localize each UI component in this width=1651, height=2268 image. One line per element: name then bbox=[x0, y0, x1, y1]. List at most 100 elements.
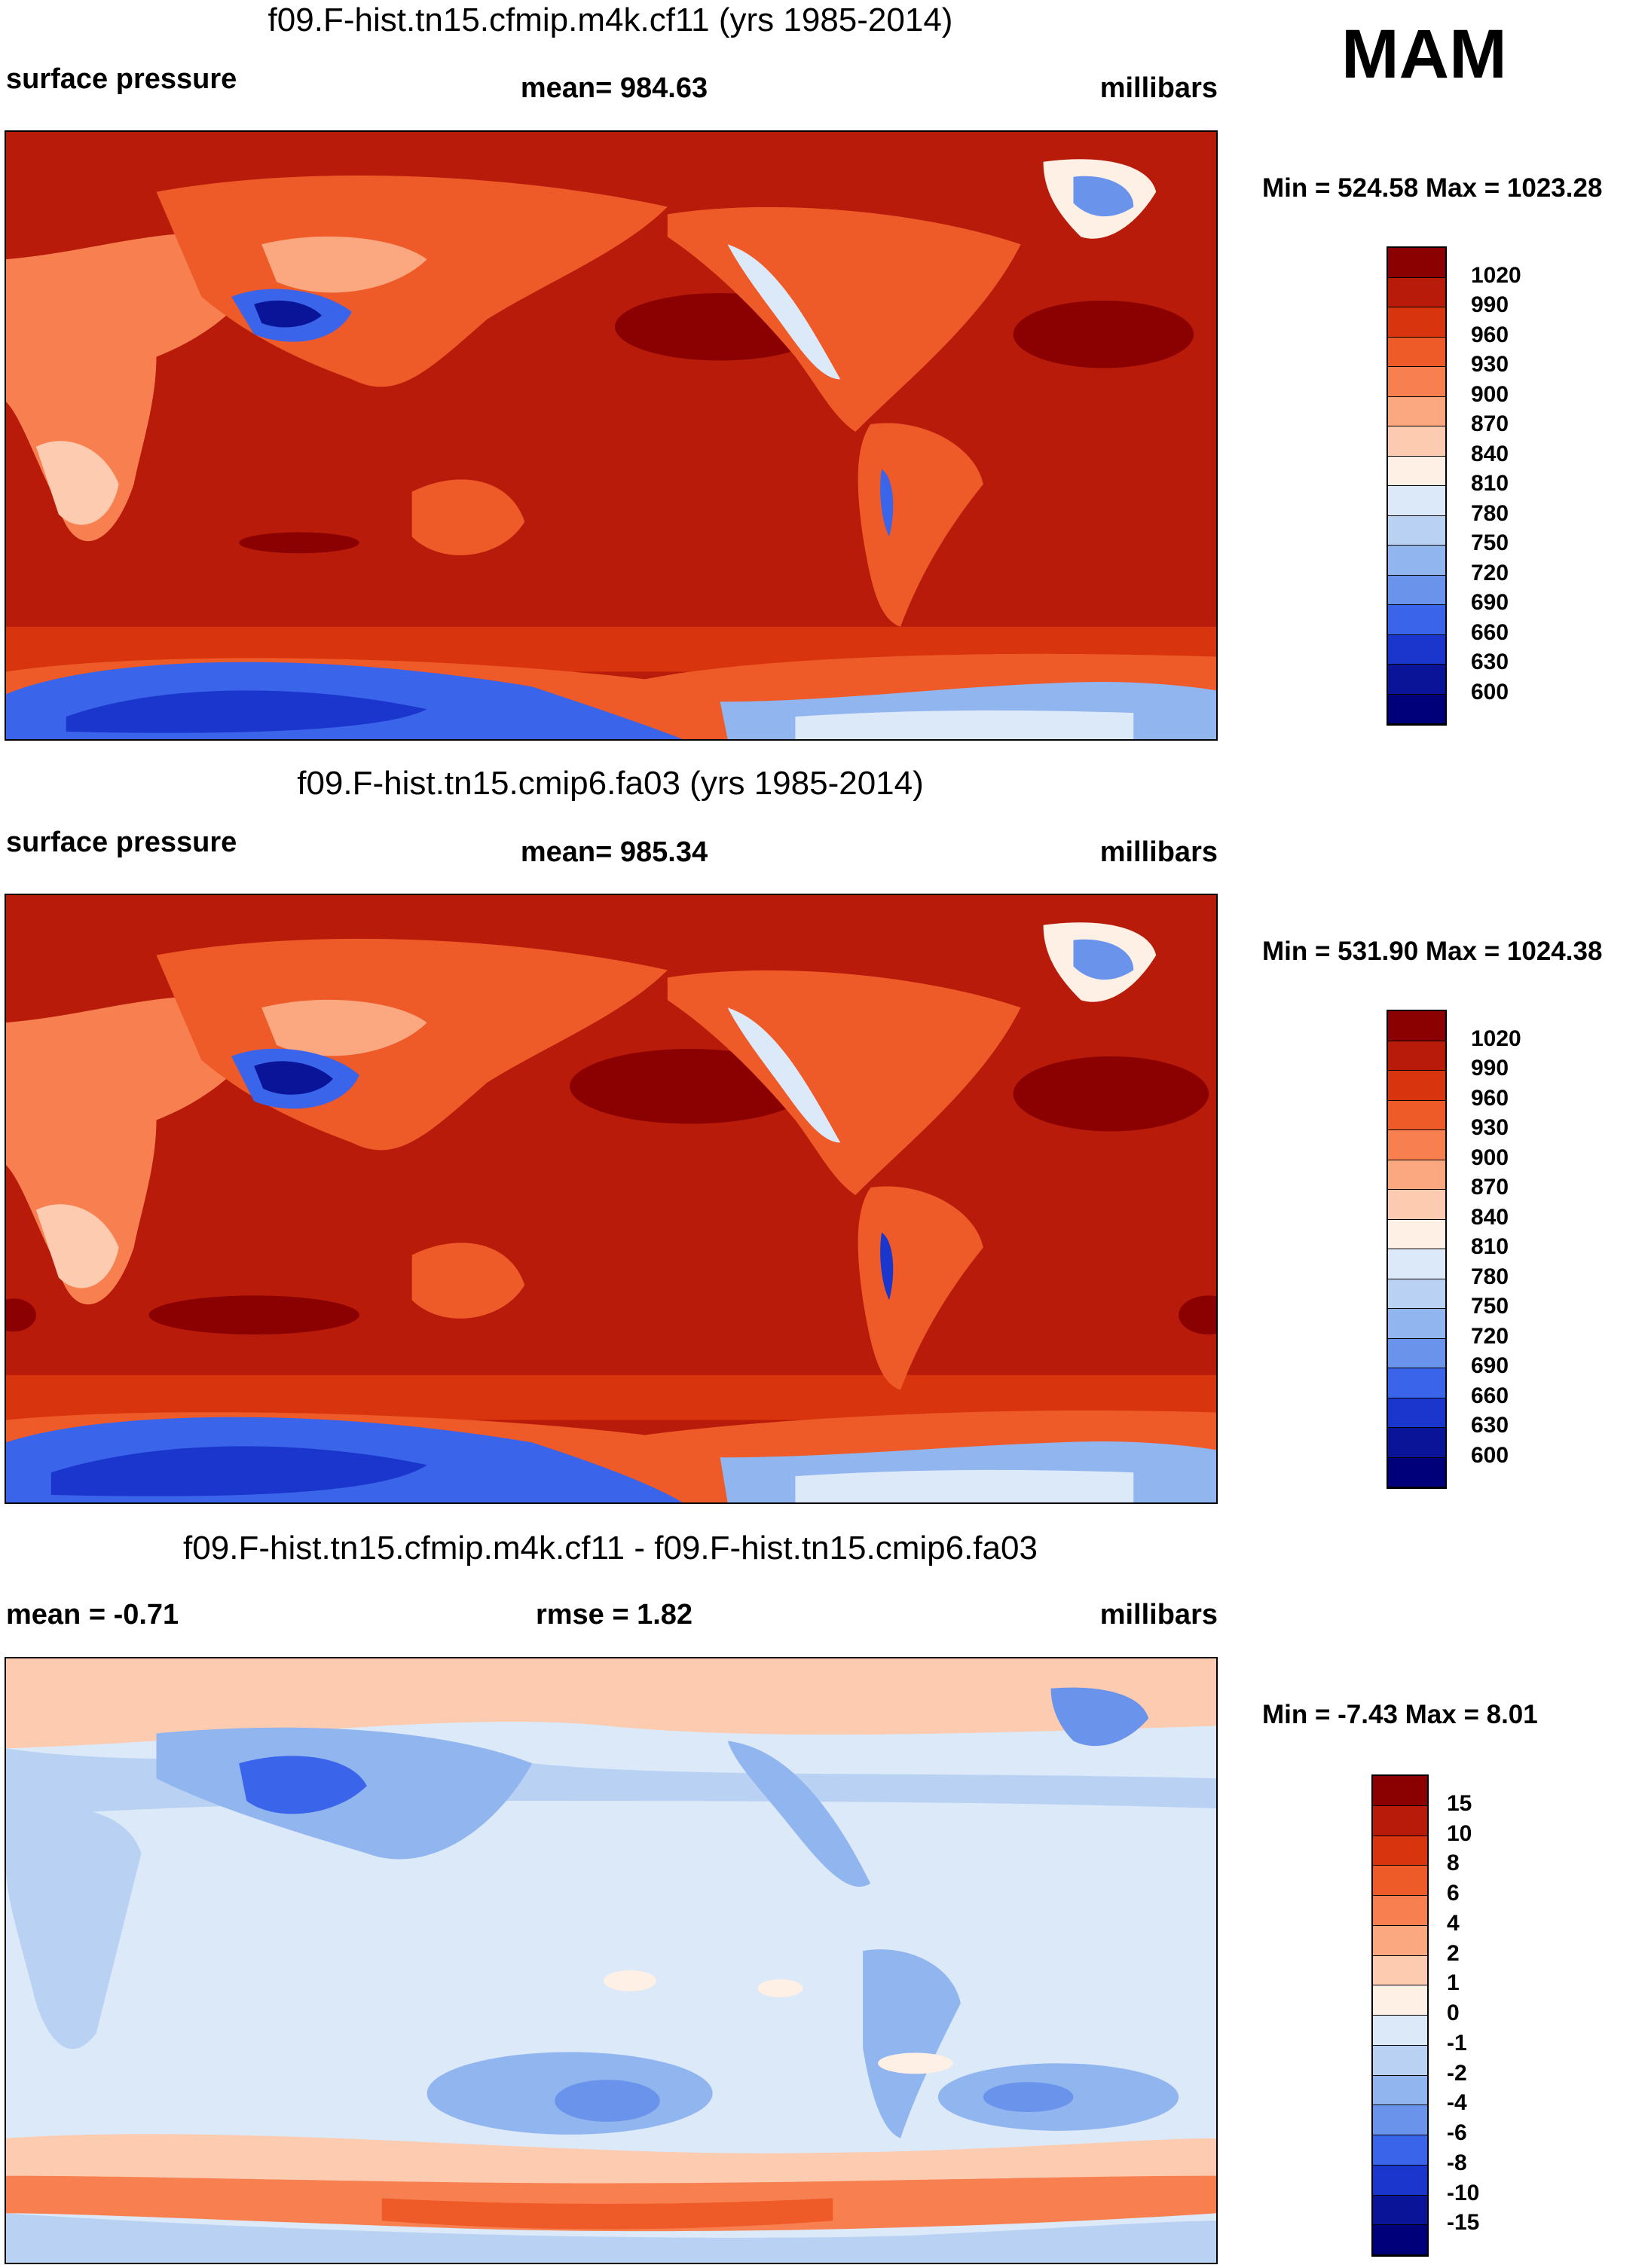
panel-3-map-field bbox=[6, 1658, 1216, 2263]
colorbar-tick-label: 2 bbox=[1447, 1940, 1460, 1966]
colorbar-swatch bbox=[1388, 456, 1445, 486]
colorbar-swatch bbox=[1373, 1896, 1427, 1926]
colorbar-tick-label: 720 bbox=[1471, 1323, 1509, 1349]
colorbar-tick-label: 600 bbox=[1471, 1442, 1509, 1468]
colorbar-swatch bbox=[1388, 1130, 1445, 1160]
panel-1-minmax: Min = 524.58 Max = 1023.28 bbox=[1262, 173, 1603, 203]
colorbar-swatch bbox=[1388, 1100, 1445, 1130]
panel-2-map bbox=[5, 894, 1218, 1504]
panel-1-units: millibars bbox=[1099, 72, 1218, 104]
panel-1-map-field bbox=[6, 132, 1216, 739]
colorbar-swatch bbox=[1373, 1835, 1427, 1866]
panel-3-rmse-label: rmse = 1.82 bbox=[535, 1599, 693, 1631]
colorbar-tick-label: 780 bbox=[1471, 1264, 1509, 1289]
colorbar-swatch bbox=[1388, 1309, 1445, 1339]
colorbar-swatch bbox=[1388, 1041, 1445, 1071]
colorbar-tick-label: 990 bbox=[1471, 292, 1509, 317]
colorbar-tick-label: 930 bbox=[1471, 352, 1509, 377]
colorbar-swatch bbox=[1388, 426, 1445, 457]
colorbar-swatch bbox=[1388, 575, 1445, 605]
colorbar-tick-label: 630 bbox=[1471, 1413, 1509, 1438]
colorbar-tick-label: 810 bbox=[1471, 471, 1509, 496]
colorbar-tick-label: 930 bbox=[1471, 1115, 1509, 1140]
panel-1-colorbar bbox=[1387, 246, 1447, 726]
colorbar-tick-label: 0 bbox=[1447, 2001, 1460, 2025]
colorbar-swatch bbox=[1388, 1457, 1445, 1487]
colorbar-tick-label: 1020 bbox=[1471, 1025, 1521, 1051]
colorbar-tick-label: 960 bbox=[1471, 1085, 1509, 1111]
panel-2-colorbar bbox=[1387, 1010, 1447, 1489]
colorbar-swatch bbox=[1373, 2105, 1427, 2135]
colorbar-swatch bbox=[1388, 546, 1445, 576]
colorbar-swatch bbox=[1388, 605, 1445, 635]
colorbar-tick-label: 660 bbox=[1471, 619, 1509, 645]
colorbar-tick-label: -10 bbox=[1447, 2180, 1480, 2205]
colorbar-swatch bbox=[1388, 337, 1445, 367]
colorbar-swatch bbox=[1388, 1398, 1445, 1428]
panel-2-units: millibars bbox=[1099, 836, 1218, 868]
colorbar-tick-label: -6 bbox=[1447, 2120, 1467, 2145]
colorbar-swatch bbox=[1388, 1160, 1445, 1190]
colorbar-tick-label: 15 bbox=[1447, 1790, 1472, 1816]
colorbar-tick-label: 780 bbox=[1471, 500, 1509, 526]
colorbar-tick-label: 8 bbox=[1447, 1851, 1460, 1876]
colorbar-tick-label: 690 bbox=[1471, 590, 1509, 615]
colorbar-swatch bbox=[1388, 634, 1445, 665]
panel-2-variable-label: surface pressure bbox=[6, 827, 237, 858]
colorbar-tick-label: 840 bbox=[1471, 1204, 1509, 1230]
colorbar-swatch bbox=[1388, 1428, 1445, 1458]
colorbar-tick-label: 990 bbox=[1471, 1056, 1509, 1081]
colorbar-swatch bbox=[1388, 307, 1445, 338]
colorbar-swatch bbox=[1388, 515, 1445, 546]
colorbar-swatch bbox=[1388, 1011, 1445, 1041]
panel-2-mean-label: mean= 985.34 bbox=[520, 836, 708, 868]
colorbar-tick-label: 600 bbox=[1471, 679, 1509, 705]
panel-2-map-field bbox=[6, 895, 1216, 1502]
colorbar-tick-label: 870 bbox=[1471, 1175, 1509, 1200]
colorbar-swatch bbox=[1388, 367, 1445, 397]
colorbar-tick-label: 4 bbox=[1447, 1910, 1460, 1936]
colorbar-tick-label: 720 bbox=[1471, 560, 1509, 585]
panel-3-units: millibars bbox=[1099, 1599, 1218, 1631]
colorbar-swatch bbox=[1388, 1368, 1445, 1398]
panel-2-minmax: Min = 531.90 Max = 1024.38 bbox=[1262, 937, 1603, 966]
colorbar-tick-label: 630 bbox=[1471, 650, 1509, 674]
panel-3-minmax: Min = -7.43 Max = 8.01 bbox=[1262, 1700, 1538, 1729]
colorbar-swatch bbox=[1388, 1071, 1445, 1101]
colorbar-swatch bbox=[1373, 2045, 1427, 2076]
panel-2-title: f09.F-hist.tn15.cmip6.fa03 (yrs 1985-201… bbox=[297, 765, 924, 802]
colorbar-tick-label: -8 bbox=[1447, 2150, 1467, 2175]
panel-1-title: f09.F-hist.tn15.cfmip.m4k.cf11 (yrs 1985… bbox=[268, 2, 953, 38]
panel-1-mean-label: mean= 984.63 bbox=[520, 72, 708, 104]
colorbar-tick-label: 870 bbox=[1471, 411, 1509, 436]
colorbar-swatch bbox=[1388, 694, 1445, 724]
panel-3-mean-label: mean = -0.71 bbox=[6, 1599, 179, 1631]
colorbar-swatch bbox=[1388, 665, 1445, 695]
panel-1-map bbox=[5, 130, 1218, 741]
colorbar-swatch bbox=[1373, 2075, 1427, 2106]
colorbar-swatch bbox=[1388, 486, 1445, 516]
colorbar-tick-label: 1 bbox=[1447, 1970, 1460, 1996]
colorbar-tick-label: 10 bbox=[1447, 1820, 1472, 1846]
colorbar-swatch bbox=[1373, 2225, 1427, 2255]
colorbar-swatch bbox=[1373, 2016, 1427, 2046]
colorbar-swatch bbox=[1373, 1805, 1427, 1836]
colorbar-tick-label: 1020 bbox=[1471, 262, 1521, 288]
panel-3-map bbox=[5, 1657, 1218, 2264]
colorbar-tick-label: 690 bbox=[1471, 1353, 1509, 1378]
colorbar-tick-label: 6 bbox=[1447, 1881, 1460, 1906]
colorbar-tick-label: -4 bbox=[1447, 2090, 1467, 2116]
colorbar-swatch bbox=[1373, 1776, 1427, 1806]
colorbar-swatch bbox=[1388, 1279, 1445, 1309]
colorbar-tick-label: -1 bbox=[1447, 2030, 1467, 2056]
colorbar-tick-label: 900 bbox=[1471, 1145, 1509, 1170]
colorbar-swatch bbox=[1388, 396, 1445, 426]
colorbar-tick-label: 660 bbox=[1471, 1383, 1509, 1408]
colorbar-swatch bbox=[1388, 1338, 1445, 1368]
colorbar-swatch bbox=[1373, 2195, 1427, 2226]
colorbar-tick-label: 810 bbox=[1471, 1234, 1509, 1259]
panel-1-variable-label: surface pressure bbox=[6, 63, 237, 95]
colorbar-tick-label: -15 bbox=[1447, 2210, 1480, 2236]
colorbar-swatch bbox=[1373, 1866, 1427, 1896]
colorbar-swatch bbox=[1388, 248, 1445, 278]
